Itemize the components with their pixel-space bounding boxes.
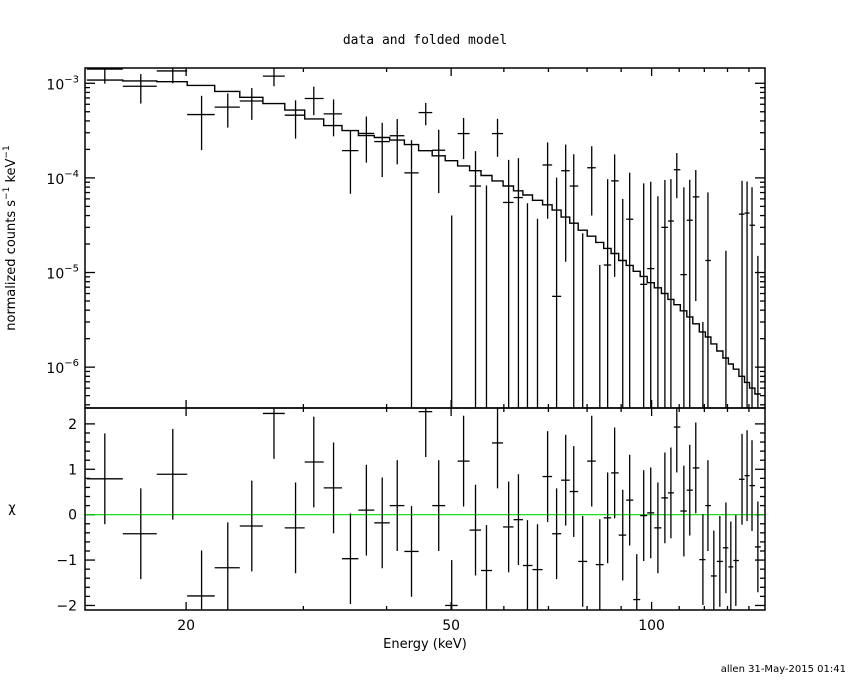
bottom-panel-marks [85,408,765,610]
ylabel-text: normalized counts s [4,200,19,331]
model-step-line [86,79,761,395]
top-panel-marks [86,68,761,408]
chi-tick-label: 0 [68,508,77,524]
x-tick-label: 50 [442,618,460,634]
footer-timestamp: allen 31-May-2015 01:41 [721,664,846,675]
y-tick-label: 10−6 [46,358,79,377]
ylabel-exp2: −1 [2,145,12,158]
x-tick-label: 100 [638,618,665,634]
y-tick-label: 10−4 [46,169,79,188]
chi-tick-label: −1 [56,553,77,569]
x-axis-label: Energy (keV) [383,637,467,652]
ylabel-exp1: −1 [2,187,12,200]
ylabel-unit: keV [4,158,19,186]
y-tick-label: 10−5 [46,264,79,283]
y-tick-label: 10−3 [46,74,79,93]
chart-title: data and folded model [343,33,507,48]
chi-tick-label: −2 [56,598,77,614]
axis-ticks: 20 50 100 10−3 10−4 10−5 10−6 2 1 0 −1 −2 [46,68,765,634]
top-panel-frame [84,67,766,409]
bottom-panel-frame [84,407,766,611]
chi-tick-label: 2 [68,417,77,433]
chi-axis-label: χ [8,501,16,516]
top-y-axis-label: normalized counts s−1 keV−1 [2,145,19,330]
x-tick-label: 20 [177,618,195,634]
chi-tick-label: 1 [68,462,77,478]
